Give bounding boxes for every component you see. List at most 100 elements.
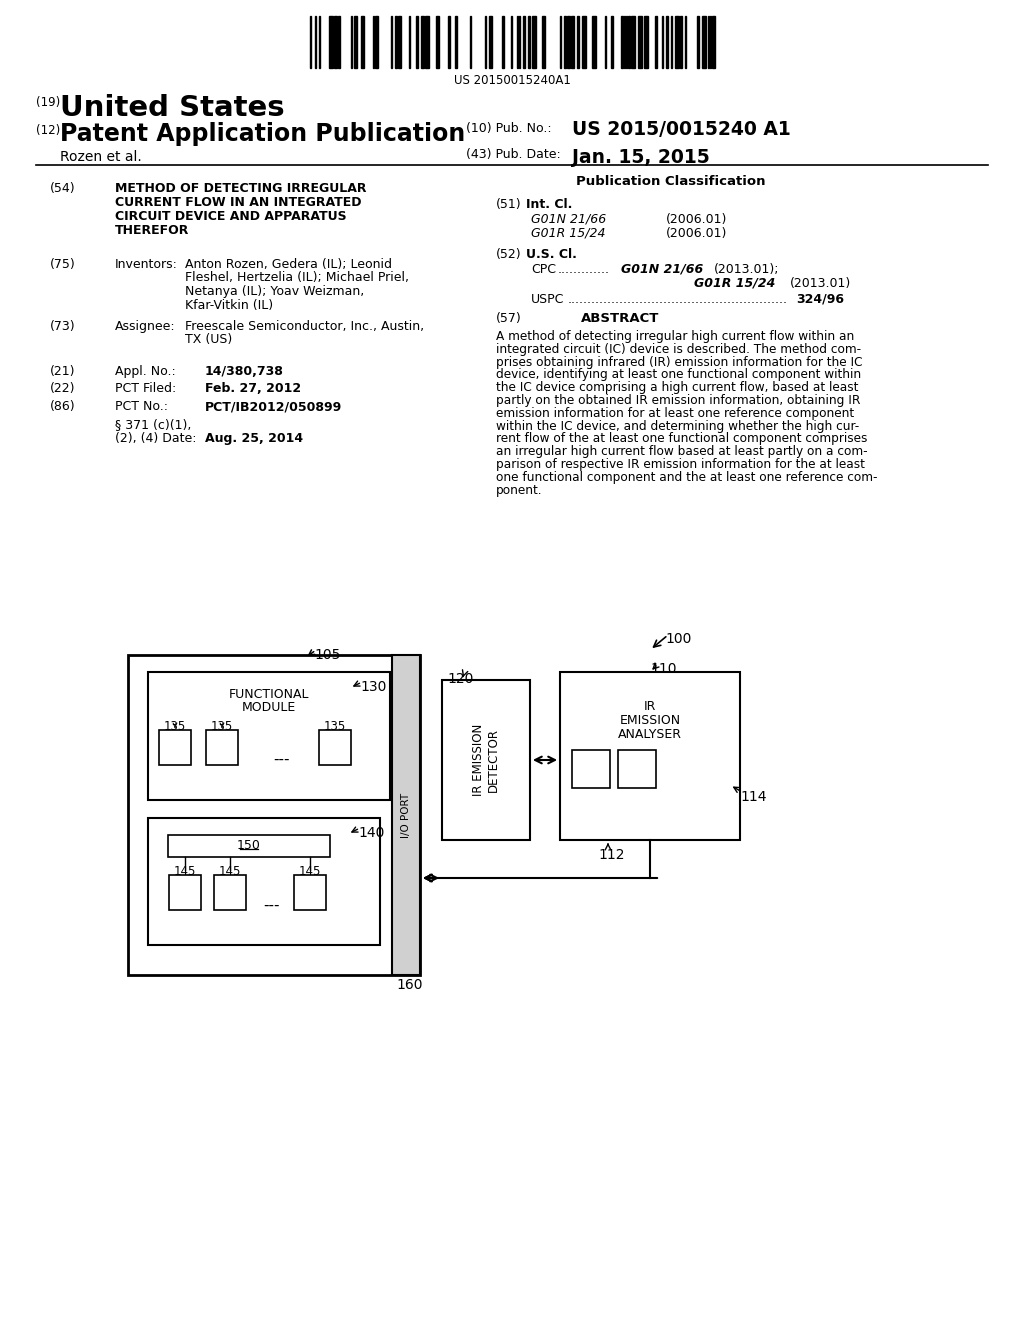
Text: 120: 120 — [447, 672, 473, 686]
Bar — [148, 818, 380, 945]
Bar — [702, 16, 706, 69]
Text: the IC device comprising a high current flow, based at least: the IC device comprising a high current … — [496, 381, 858, 395]
Text: G01R 15/24: G01R 15/24 — [694, 277, 775, 290]
Text: integrated circuit (IC) device is described. The method com-: integrated circuit (IC) device is descri… — [496, 343, 861, 356]
Bar — [398, 16, 401, 69]
Bar — [159, 730, 191, 766]
Text: PCT/IB2012/050899: PCT/IB2012/050899 — [205, 400, 342, 413]
Text: US 20150015240A1: US 20150015240A1 — [454, 74, 570, 87]
Text: 145: 145 — [299, 865, 322, 878]
Bar — [425, 16, 429, 69]
Bar — [528, 16, 530, 69]
Bar — [395, 16, 397, 69]
Text: MODULE: MODULE — [242, 701, 296, 714]
Text: (2013.01);: (2013.01); — [714, 263, 779, 276]
Bar — [416, 16, 418, 69]
Text: ---: --- — [273, 752, 290, 767]
Text: PCT Filed:: PCT Filed: — [115, 381, 176, 395]
Text: A method of detecting irregular high current flow within an: A method of detecting irregular high cur… — [496, 330, 854, 343]
Text: (10) Pub. No.:: (10) Pub. No.: — [466, 121, 552, 135]
Text: § 371 (c)(1),: § 371 (c)(1), — [115, 418, 191, 432]
Text: 112: 112 — [598, 847, 625, 862]
Bar — [611, 16, 613, 69]
Bar — [631, 16, 635, 69]
Bar — [532, 16, 536, 69]
Text: ABSTRACT: ABSTRACT — [581, 312, 659, 325]
Text: US 2015/0015240 A1: US 2015/0015240 A1 — [572, 120, 791, 139]
Text: (22): (22) — [50, 381, 76, 395]
Bar — [666, 16, 668, 69]
Text: ANALYSER: ANALYSER — [618, 729, 682, 741]
Bar — [592, 16, 596, 69]
Bar — [489, 16, 492, 69]
Text: 324/96: 324/96 — [796, 293, 844, 306]
Text: (43) Pub. Date:: (43) Pub. Date: — [466, 148, 561, 161]
Bar — [169, 875, 201, 909]
Text: (2013.01): (2013.01) — [790, 277, 851, 290]
Bar — [421, 16, 424, 69]
Bar — [214, 875, 246, 909]
Text: an irregular high current flow based at least partly on a com-: an irregular high current flow based at … — [496, 445, 867, 458]
Text: G01N 21/66: G01N 21/66 — [531, 213, 606, 226]
Bar — [655, 16, 657, 69]
Text: within the IC device, and determining whether the high cur-: within the IC device, and determining wh… — [496, 420, 859, 433]
Text: 140: 140 — [358, 826, 384, 840]
Text: 160: 160 — [396, 978, 423, 993]
Text: partly on the obtained IR emission information, obtaining IR: partly on the obtained IR emission infor… — [496, 393, 860, 407]
Bar — [334, 16, 337, 69]
Text: Patent Application Publication: Patent Application Publication — [60, 121, 465, 147]
Text: United States: United States — [60, 94, 285, 121]
Text: 135: 135 — [211, 719, 233, 733]
Text: Jan. 15, 2015: Jan. 15, 2015 — [572, 148, 710, 168]
Text: emission information for at least one reference component: emission information for at least one re… — [496, 407, 854, 420]
Bar — [577, 16, 579, 69]
Text: (54): (54) — [50, 182, 76, 195]
Text: Assignee:: Assignee: — [115, 319, 176, 333]
Text: Anton Rozen, Gedera (IL); Leonid: Anton Rozen, Gedera (IL); Leonid — [185, 257, 392, 271]
Text: (86): (86) — [50, 400, 76, 413]
Text: (2), (4) Date:: (2), (4) Date: — [115, 432, 197, 445]
Bar — [564, 16, 566, 69]
Text: Inventors:: Inventors: — [115, 257, 178, 271]
Text: (19): (19) — [36, 96, 60, 110]
Bar — [567, 16, 570, 69]
Text: 130: 130 — [360, 680, 386, 694]
Text: 14/380,738: 14/380,738 — [205, 366, 284, 378]
Text: (52): (52) — [496, 248, 521, 261]
Bar — [697, 16, 699, 69]
Bar — [392, 655, 420, 975]
Text: CURRENT FLOW IN AN INTEGRATED: CURRENT FLOW IN AN INTEGRATED — [115, 195, 361, 209]
Text: EMISSION: EMISSION — [620, 714, 681, 727]
Text: G01R 15/24: G01R 15/24 — [531, 227, 605, 240]
Text: (2006.01): (2006.01) — [666, 213, 727, 226]
Text: parison of respective IR emission information for the at least: parison of respective IR emission inform… — [496, 458, 865, 471]
Bar — [338, 16, 340, 69]
Text: one functional component and the at least one reference com-: one functional component and the at leas… — [496, 471, 878, 484]
Bar — [571, 16, 574, 69]
Text: 105: 105 — [314, 648, 340, 663]
Bar — [628, 16, 630, 69]
Bar — [436, 16, 439, 69]
Text: (21): (21) — [50, 366, 76, 378]
Text: Kfar-Vitkin (IL): Kfar-Vitkin (IL) — [185, 298, 273, 312]
Text: (75): (75) — [50, 257, 76, 271]
Text: 110: 110 — [650, 663, 677, 676]
Bar — [329, 16, 333, 69]
Bar — [542, 16, 545, 69]
Text: I/O PORT: I/O PORT — [401, 792, 411, 838]
Text: CIRCUIT DEVICE AND APPARATUS: CIRCUIT DEVICE AND APPARATUS — [115, 210, 347, 223]
Text: Feb. 27, 2012: Feb. 27, 2012 — [205, 381, 301, 395]
Bar — [206, 730, 238, 766]
Text: 145: 145 — [174, 865, 197, 878]
Text: Netanya (IL); Yoav Weizman,: Netanya (IL); Yoav Weizman, — [185, 285, 365, 298]
Text: Freescale Semiconductor, Inc., Austin,: Freescale Semiconductor, Inc., Austin, — [185, 319, 424, 333]
Bar — [449, 16, 450, 69]
Text: (57): (57) — [496, 312, 522, 325]
Text: 114: 114 — [740, 789, 767, 804]
Text: .............: ............. — [558, 263, 610, 276]
Text: device, identifying at least one functional component within: device, identifying at least one functio… — [496, 368, 861, 381]
Bar — [638, 16, 642, 69]
Text: rent flow of the at least one functional component comprises: rent flow of the at least one functional… — [496, 433, 867, 445]
Text: TX (US): TX (US) — [185, 334, 232, 346]
Bar — [128, 655, 420, 975]
